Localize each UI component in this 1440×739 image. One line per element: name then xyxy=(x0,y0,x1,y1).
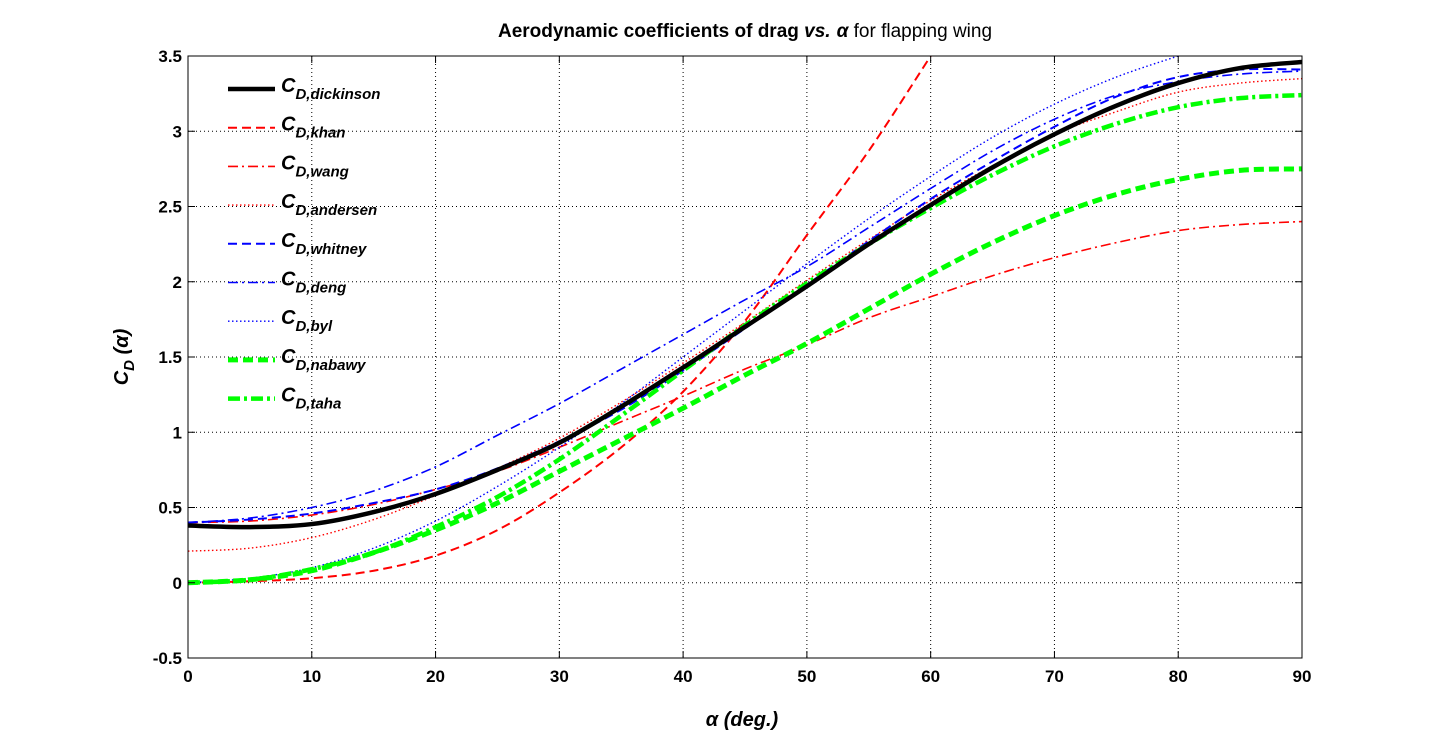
y-tick-labels: -0.5 0 0.5 1 1.5 2 2.5 3 3.5 xyxy=(153,47,182,668)
legend-label-deng: CD,deng xyxy=(281,269,346,297)
y-tick-label: 1 xyxy=(173,423,182,442)
legend-label-khan: CD,khan xyxy=(281,114,345,142)
legend-label-whitney: CD,whitney xyxy=(281,230,367,258)
y-tick-label: 1.5 xyxy=(158,348,182,367)
x-tick-label: 90 xyxy=(1293,667,1312,686)
series-line-nabawy xyxy=(188,166,1302,586)
y-tick-label: -0.5 xyxy=(153,649,182,668)
x-tick-label: 60 xyxy=(921,667,940,686)
legend-label-nabawy: CD,nabawy xyxy=(281,346,366,374)
y-tick-label: 0.5 xyxy=(158,499,182,518)
x-tick-label: 80 xyxy=(1169,667,1188,686)
y-tick-label: 2.5 xyxy=(158,198,182,217)
legend-label-andersen: CD,andersen xyxy=(281,191,377,219)
chart-title-part1: Aerodynamic coefficients of drag xyxy=(498,21,804,42)
x-tick-label: 20 xyxy=(426,667,445,686)
legend: CD,dickinson CD,khan CD,wang CD,andersen CD,… xyxy=(228,75,380,413)
x-axis-label-symbol: α xyxy=(706,709,720,731)
x-tick-label: 40 xyxy=(674,667,693,686)
grid-lines xyxy=(188,56,1302,658)
y-tick-label: 3 xyxy=(173,122,182,141)
chart-title: Aerodynamic coefficients of drag vs. α fo… xyxy=(498,21,992,42)
x-tick-labels: 0 10 20 30 40 50 60 70 80 90 xyxy=(183,667,1311,686)
legend-label-byl: CD,byl xyxy=(281,307,333,335)
y-tick-label: 0 xyxy=(173,574,182,593)
x-tick-label: 50 xyxy=(797,667,816,686)
legend-label-dickinson: CD,dickinson xyxy=(281,75,380,103)
x-tick-label: 70 xyxy=(1045,667,1064,686)
series-line-khan xyxy=(188,56,932,584)
x-axis-label-text: (deg.) xyxy=(718,709,778,731)
series-line-andersen xyxy=(188,77,1302,552)
y-axis-label-arg: (α) xyxy=(111,328,133,360)
x-tick-label: 30 xyxy=(550,667,569,686)
series-line-wang xyxy=(188,220,1302,524)
series-line-deng xyxy=(188,70,1302,524)
x-tick-label: 10 xyxy=(302,667,321,686)
y-tick-label: 2 xyxy=(173,273,182,292)
y-axis-label: CD (α) xyxy=(111,328,138,385)
legend-label-taha: CD,taha xyxy=(281,385,341,413)
chart-title-part2: for flapping wing xyxy=(848,21,992,42)
y-axis-label-sub: D xyxy=(121,360,138,371)
series-line-dickinson xyxy=(188,59,1302,530)
y-axis-label-main: C xyxy=(111,370,133,385)
series-line-whitney xyxy=(188,67,1302,524)
series-lines xyxy=(188,56,1302,586)
chart-title-vs: vs. xyxy=(804,21,830,42)
ticks xyxy=(187,55,1303,659)
y-tick-label: 3.5 xyxy=(158,47,182,66)
x-tick-label: 0 xyxy=(183,667,192,686)
chart-title-alpha: α xyxy=(837,21,850,42)
x-axis-label: α (deg.) xyxy=(706,709,779,731)
legend-label-wang: CD,wang xyxy=(281,152,349,180)
